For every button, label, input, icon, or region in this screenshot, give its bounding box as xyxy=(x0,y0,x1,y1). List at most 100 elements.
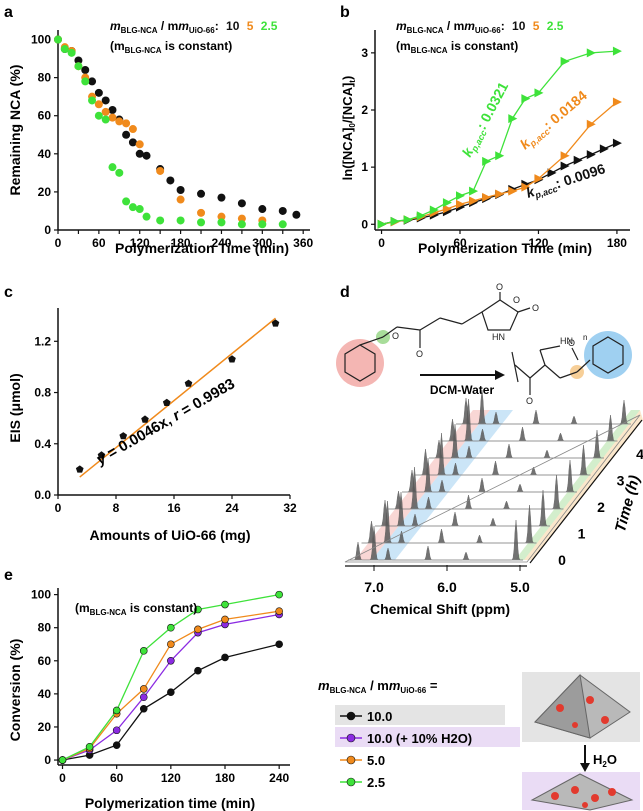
data-point xyxy=(58,756,67,764)
x-tick-label: 60 xyxy=(110,771,124,785)
nca-ring xyxy=(481,299,519,331)
mof-atom xyxy=(582,802,588,808)
x-tick-label: 24 xyxy=(225,501,239,515)
mof-atom xyxy=(608,788,616,796)
nmr-spectrum xyxy=(375,489,550,527)
atom-nh: HN xyxy=(492,332,505,342)
panel-c-ylabel: EIS (μmol) xyxy=(7,373,23,442)
atom-o4: O xyxy=(513,295,520,305)
data-point xyxy=(194,625,202,634)
nmr-x-tick-label: 6.0 xyxy=(437,579,457,595)
nmr-x-tick-label: 7.0 xyxy=(364,579,384,595)
panel-e-ylabel: Conversion (%) xyxy=(7,639,23,742)
series-line xyxy=(62,610,280,761)
x-tick-label: 0 xyxy=(378,236,385,250)
data-point-10 xyxy=(547,168,557,178)
x-tick-label: 300 xyxy=(252,236,272,250)
x-tick-label: 120 xyxy=(161,771,181,785)
data-point-10 xyxy=(88,77,97,86)
panel-b-label: b xyxy=(340,4,350,21)
data-point-2.5 xyxy=(237,220,246,229)
data-point-2.5 xyxy=(94,111,103,120)
panel-a-marks xyxy=(54,35,301,229)
data-point xyxy=(271,319,280,327)
data-point-5 xyxy=(156,166,165,175)
data-point-5 xyxy=(482,192,492,202)
benzyl-highlight-red xyxy=(336,339,384,387)
data-point-2.5 xyxy=(469,186,479,196)
legend-e-items: 10.0 10.0 (+ 10% H2O) 5.0 2.5 xyxy=(340,709,472,790)
data-point-10 xyxy=(599,144,609,154)
x-tick-label: 16 xyxy=(167,501,181,515)
panel-b-marks xyxy=(377,46,622,229)
k-label-green: kp,acc: 0.0321 xyxy=(459,79,514,160)
data-point xyxy=(112,741,121,749)
panel-e: e 0 60 120 180 240 0 20 40 60 80 100 Polymerizatio… xyxy=(4,567,290,811)
series-line xyxy=(62,593,280,761)
data-point-2.5 xyxy=(508,114,518,124)
nmr-spectrum xyxy=(456,389,631,425)
data-point-10 xyxy=(292,210,301,219)
data-point xyxy=(275,640,283,649)
panel-b: b 0 60 120 180 0 1 2 3 Polymerization Time (min… xyxy=(340,4,630,256)
y-tick-label: 20 xyxy=(38,185,52,199)
data-point-5 xyxy=(237,214,246,223)
data-point-2.5 xyxy=(521,94,531,104)
data-point xyxy=(139,704,148,713)
panel-a-legend: mBLG-NCA / mmUiO-66: 10 5 2.5 xyxy=(110,19,278,35)
mof-atom xyxy=(572,722,578,728)
y-tick-label: 40 xyxy=(38,147,52,161)
data-point-2.5 xyxy=(612,46,622,56)
benzene-ring-left xyxy=(344,344,376,382)
y-tick-label: 0 xyxy=(44,753,51,767)
y-tick-label: 60 xyxy=(38,109,52,123)
data-point-10 xyxy=(560,161,570,171)
data-point-2.5 xyxy=(88,96,97,105)
series-line xyxy=(62,643,280,761)
reactant-structure xyxy=(336,292,531,387)
data-point-2.5 xyxy=(60,45,69,54)
y-tick-label: 1.2 xyxy=(34,334,51,348)
data-point-10 xyxy=(108,106,117,114)
data-point-2.5 xyxy=(74,62,83,71)
panel-e-ticks: 0 60 120 180 240 0 20 40 60 80 100 xyxy=(31,588,290,785)
data-point-2.5 xyxy=(67,48,76,57)
data-point-2.5 xyxy=(560,56,570,66)
data-point-10 xyxy=(612,138,622,148)
product-nh: HN xyxy=(560,336,573,346)
data-point-5 xyxy=(135,140,144,149)
data-point xyxy=(194,666,202,675)
data-point-2.5 xyxy=(115,168,124,177)
data-point-10 xyxy=(74,56,83,65)
panel-e-label: e xyxy=(4,567,13,584)
data-point-10 xyxy=(142,151,151,160)
data-point xyxy=(184,379,193,387)
panel-d: d O O O O O HN DCM-Water xyxy=(336,282,643,617)
y-tick-label: 80 xyxy=(38,71,52,85)
data-point-2.5 xyxy=(442,198,452,208)
data-point-10 xyxy=(258,205,267,214)
series-line-5 xyxy=(381,101,618,225)
x-tick-label: 0 xyxy=(55,501,62,515)
data-point xyxy=(221,653,229,662)
data-point xyxy=(167,688,175,697)
x-tick-label: 240 xyxy=(269,771,289,785)
data-point xyxy=(119,432,128,440)
data-point-2.5 xyxy=(495,151,505,161)
panel-b-plot xyxy=(374,30,630,231)
y-tick-label: 100 xyxy=(31,588,51,602)
data-point-10 xyxy=(237,199,246,208)
panel-e-legend: mBLG-NCA / mmUiO-66 = 10.0 10.0 (+ 10% H2… xyxy=(318,672,640,811)
legend-label: 2.5 xyxy=(367,775,385,790)
panel-e-marks xyxy=(58,590,283,764)
data-point xyxy=(97,451,106,459)
data-point-10 xyxy=(166,176,175,185)
panel-a-note: (mBLG-NCA is constant) xyxy=(110,39,232,55)
panel-b-note: (mBLG-NCA is constant) xyxy=(396,39,518,55)
legend-label: 10.0 (+ 10% H2O) xyxy=(367,731,472,746)
panel-e-xlabel: Polymerization time (min) xyxy=(85,795,255,811)
legend-marker xyxy=(346,777,356,787)
panel-e-note: (mBLG-NCA is constant) xyxy=(75,601,197,617)
